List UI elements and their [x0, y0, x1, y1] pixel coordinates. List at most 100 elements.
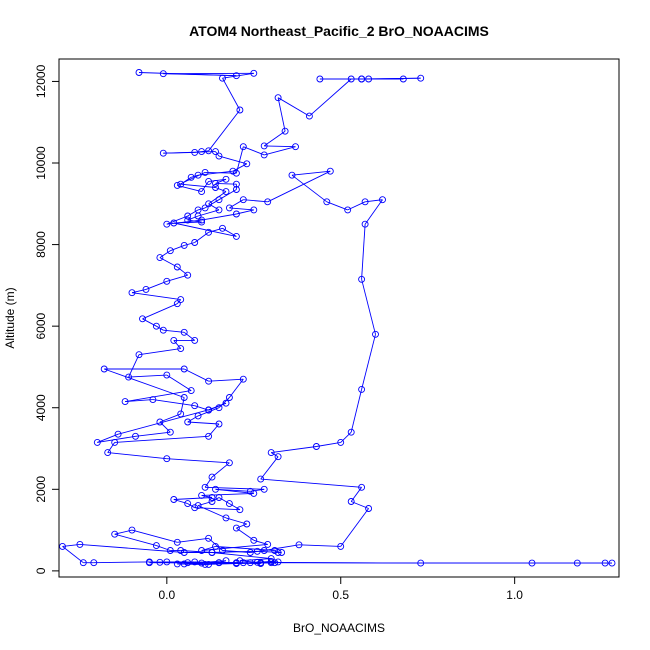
series-segment	[180, 183, 216, 188]
data-point	[184, 271, 192, 279]
data-point	[198, 216, 206, 224]
data-point	[219, 74, 226, 82]
series-segment	[128, 354, 140, 378]
series-segment	[125, 390, 192, 403]
data-point	[159, 70, 167, 78]
data-point	[163, 277, 171, 285]
data-point	[225, 204, 233, 212]
y-tick-label: 12000	[34, 64, 48, 98]
data-point	[361, 220, 369, 228]
data-point	[177, 547, 185, 554]
data-point	[184, 216, 192, 224]
series-segment	[222, 77, 241, 111]
x-tick-label: 0.5	[332, 588, 349, 602]
data-point	[312, 443, 320, 450]
series-segment	[264, 544, 300, 551]
data-point	[316, 75, 324, 83]
data-point	[222, 188, 230, 196]
data-point	[198, 491, 206, 499]
data-point	[194, 502, 202, 510]
data-point	[187, 173, 195, 181]
series-segment	[340, 431, 352, 443]
series-segment	[222, 550, 251, 553]
data-point	[208, 549, 216, 556]
data-point	[215, 494, 223, 501]
series-segment	[197, 209, 220, 217]
series-segment	[166, 274, 188, 282]
data-point	[180, 394, 188, 401]
data-point	[222, 399, 230, 407]
data-point	[173, 538, 181, 546]
series-segment	[201, 213, 237, 221]
series-segment	[364, 199, 383, 225]
series-segment	[260, 478, 362, 488]
series-segment	[208, 109, 241, 152]
data-point	[264, 540, 272, 548]
series-segment	[340, 508, 369, 547]
series-segment	[194, 507, 240, 511]
data-point	[177, 410, 185, 418]
data-point	[257, 560, 265, 567]
data-point	[250, 536, 258, 544]
data-point	[198, 547, 206, 554]
data-point	[173, 560, 181, 568]
series-segment	[104, 368, 185, 398]
data-point	[205, 534, 213, 542]
series-segment	[361, 279, 376, 335]
series-segment	[177, 537, 209, 543]
data-point	[229, 167, 237, 175]
series-segment	[159, 413, 181, 423]
data-point	[260, 142, 268, 150]
data-point	[142, 285, 150, 293]
series-segment	[229, 503, 241, 511]
series-segment	[205, 171, 237, 174]
data-point	[198, 559, 206, 567]
data-point	[187, 387, 195, 395]
series-segment	[107, 452, 167, 460]
data-point	[132, 432, 139, 440]
data-point	[212, 485, 219, 493]
data-point	[232, 180, 240, 188]
series-segment	[62, 546, 84, 564]
data-point	[163, 371, 171, 379]
data-point	[145, 558, 153, 566]
series-segment	[79, 543, 185, 553]
data-point	[128, 526, 136, 534]
data-point	[253, 547, 261, 555]
data-point	[337, 542, 345, 550]
data-point	[201, 483, 209, 491]
series-segment	[131, 529, 178, 543]
data-point	[198, 218, 206, 226]
series-segment	[215, 182, 237, 185]
data-point	[135, 351, 143, 359]
series-segment	[176, 299, 182, 304]
data-point	[361, 198, 369, 206]
data-point	[170, 219, 178, 227]
data-point	[365, 505, 373, 512]
data-point	[347, 498, 355, 505]
y-tick-label: 6000	[34, 312, 48, 339]
series-segment	[170, 244, 185, 252]
data-point	[215, 152, 223, 160]
data-point	[417, 559, 425, 567]
series-segment	[97, 433, 119, 443]
data-point	[337, 438, 345, 446]
data-point	[152, 542, 160, 550]
data-point	[267, 555, 275, 563]
data-point	[243, 520, 251, 528]
series-segment	[197, 501, 213, 507]
series-segment	[125, 399, 153, 403]
data-point	[208, 473, 216, 481]
series-segment	[211, 497, 220, 502]
data-point	[111, 530, 119, 538]
data-point	[215, 559, 223, 567]
data-point	[104, 449, 112, 457]
data-point	[215, 196, 223, 204]
series-segment	[208, 423, 220, 437]
data-point	[271, 559, 279, 567]
data-point	[246, 559, 254, 567]
data-point	[222, 175, 230, 183]
data-point	[177, 345, 185, 353]
data-point	[326, 167, 334, 175]
